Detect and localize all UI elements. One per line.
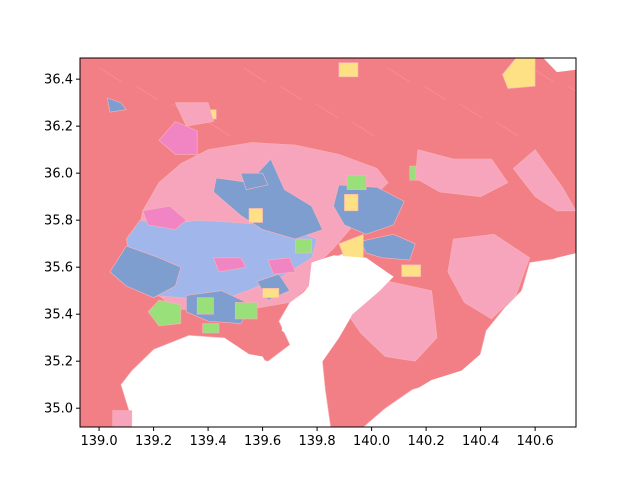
region-yellow-27 (344, 194, 359, 212)
y-tick-label: 36.0 (44, 167, 73, 182)
y-tick-label: 35.0 (44, 402, 73, 417)
region-pink-35 (112, 410, 133, 427)
boundary-line (459, 103, 483, 119)
region-pink-34 (174, 102, 214, 127)
x-tick-label: 139.0 (80, 434, 117, 449)
boundary-line (99, 67, 123, 83)
x-tick-label: 140.2 (408, 434, 445, 449)
region-magenta-13 (213, 257, 247, 273)
region-blue-6 (360, 233, 416, 261)
x-tick-label: 139.2 (135, 434, 172, 449)
region-green-21 (294, 238, 312, 254)
region-pink-33 (512, 149, 576, 212)
plot-frame (79, 57, 577, 428)
x-tick-label: 140.0 (353, 434, 390, 449)
map-plot-area (80, 58, 576, 427)
y-tick-label: 35.4 (44, 308, 73, 323)
x-axis: 139.0 139.2 139.4 139.6 139.8 140.0 140.2 140.4… (80, 427, 554, 449)
y-tick-label: 36.4 (44, 73, 73, 88)
boundary-line (531, 67, 555, 83)
x-tick-label: 139.8 (298, 434, 335, 449)
boundary-line (171, 103, 195, 119)
boundary-line (279, 85, 303, 101)
region-green-17 (196, 297, 214, 315)
boundary-line (423, 85, 447, 101)
x-tick-label: 140.6 (517, 434, 554, 449)
region-green-16 (235, 302, 258, 320)
x-tick-label: 140.4 (462, 434, 499, 449)
x-tick-label: 139.4 (189, 434, 226, 449)
boundary-line (135, 85, 159, 101)
boundary-line (315, 103, 339, 119)
region-pink-30 (447, 233, 531, 320)
region-yellow-25 (248, 208, 263, 223)
region-blue-4 (213, 158, 323, 240)
water-area-36 (281, 255, 394, 362)
region-green-19 (346, 175, 367, 190)
map-regions (80, 58, 576, 427)
boundary-line (387, 67, 411, 83)
boundary-line (351, 121, 375, 137)
region-green-15 (147, 299, 182, 327)
y-tick-label: 35.8 (44, 214, 73, 229)
x-tick-label: 139.6 (244, 434, 281, 449)
y-tick-label: 36.2 (44, 120, 73, 135)
water-area-39 (543, 58, 576, 73)
boundary-line (243, 67, 267, 83)
boundary-line (495, 121, 519, 137)
map-boundaries (99, 67, 576, 137)
region-yellow-23 (502, 58, 536, 89)
water-area-38 (388, 253, 576, 427)
boundary-line (567, 85, 576, 92)
boundary-line (207, 121, 231, 137)
region-blue-8 (240, 172, 269, 190)
region-blue-3 (109, 245, 182, 299)
y-tick-label: 35.6 (44, 261, 73, 276)
y-tick-label: 35.2 (44, 355, 73, 370)
y-axis: 35.0 35.2 35.4 35.6 35.8 36.0 36.2 36.4 (44, 73, 80, 417)
region-yellow-22 (338, 62, 359, 78)
region-yellow-29 (262, 287, 280, 299)
region-magenta-11 (158, 121, 198, 155)
region-blue-9 (106, 97, 127, 113)
region-green-18 (202, 323, 220, 334)
region-magenta-14 (267, 257, 296, 275)
region-magenta-12 (142, 205, 187, 230)
region-pink-32 (414, 149, 509, 198)
region-yellow-28 (401, 264, 422, 277)
water-area-37 (131, 337, 268, 427)
